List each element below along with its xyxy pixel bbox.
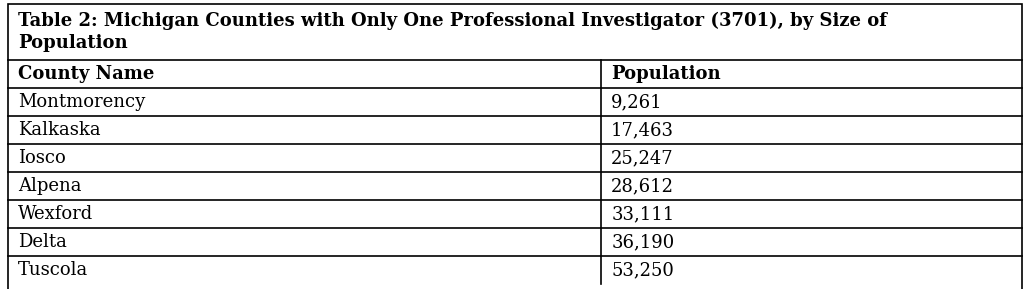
Text: 17,463: 17,463: [611, 121, 675, 139]
Text: Kalkaska: Kalkaska: [18, 121, 101, 139]
Text: County Name: County Name: [18, 65, 154, 83]
Text: 53,250: 53,250: [611, 261, 674, 279]
Text: 36,190: 36,190: [611, 233, 675, 251]
Text: 28,612: 28,612: [611, 177, 675, 195]
Text: Table 2: Michigan Counties with Only One Professional Investigator (3701), by Si: Table 2: Michigan Counties with Only One…: [18, 12, 887, 52]
Text: Montmorency: Montmorency: [18, 93, 145, 111]
Text: 9,261: 9,261: [611, 93, 663, 111]
Text: Alpena: Alpena: [18, 177, 81, 195]
Text: Iosco: Iosco: [18, 149, 66, 167]
Text: Population: Population: [611, 65, 721, 83]
Text: Tuscola: Tuscola: [18, 261, 89, 279]
Text: 33,111: 33,111: [611, 205, 675, 223]
Text: Delta: Delta: [18, 233, 67, 251]
Text: 25,247: 25,247: [611, 149, 674, 167]
Text: Wexford: Wexford: [18, 205, 94, 223]
